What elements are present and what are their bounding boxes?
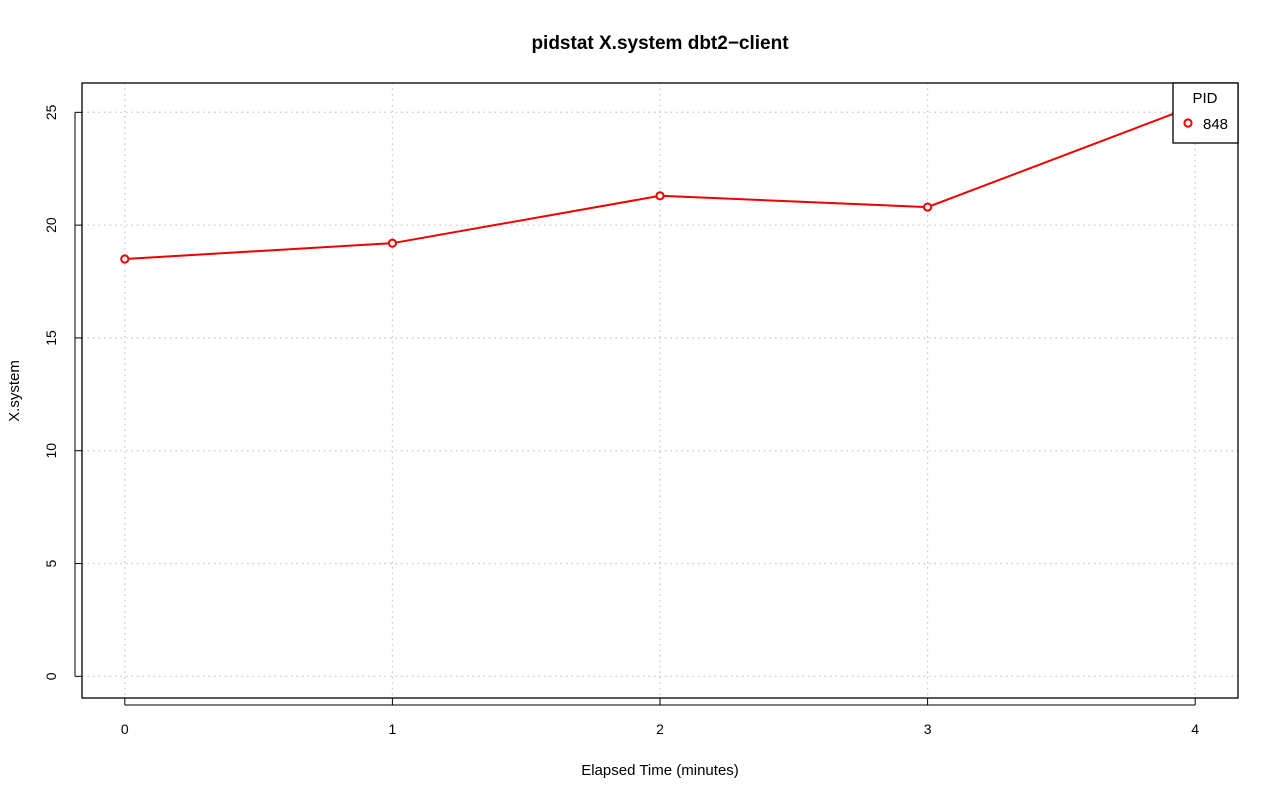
y-tick-label: 10	[43, 443, 59, 459]
x-tick-label: 0	[121, 721, 129, 737]
y-tick-label: 5	[43, 559, 59, 567]
legend-title: PID	[1192, 90, 1217, 107]
grid	[82, 83, 1238, 698]
legend: PID 848	[1172, 82, 1239, 144]
y-tick-label: 15	[43, 330, 59, 346]
x-axis-label: Elapsed Time (minutes)	[581, 762, 739, 779]
x-tick-label: 4	[1191, 721, 1199, 737]
data-point	[922, 202, 933, 212]
axes: 0 1 2 3 4 0 5 10 15 20 25	[43, 104, 1199, 737]
x-tick-label: 3	[924, 721, 932, 737]
data-point	[387, 238, 398, 248]
y-tick-label: 20	[43, 217, 59, 233]
legend-box	[1172, 82, 1239, 144]
plot-frame	[81, 82, 1239, 699]
y-axis-label: X.system	[6, 360, 23, 422]
y-tick-label: 0	[43, 672, 59, 680]
legend-marker	[1183, 118, 1193, 128]
y-tick-label: 25	[43, 104, 59, 120]
data-point	[655, 191, 665, 201]
chart-title: pidstat X.system dbt2−client	[531, 33, 789, 54]
legend-label: 848	[1203, 116, 1228, 133]
x-tick-label: 1	[389, 721, 397, 737]
data-point	[120, 254, 130, 264]
x-tick-label: 2	[656, 721, 664, 737]
